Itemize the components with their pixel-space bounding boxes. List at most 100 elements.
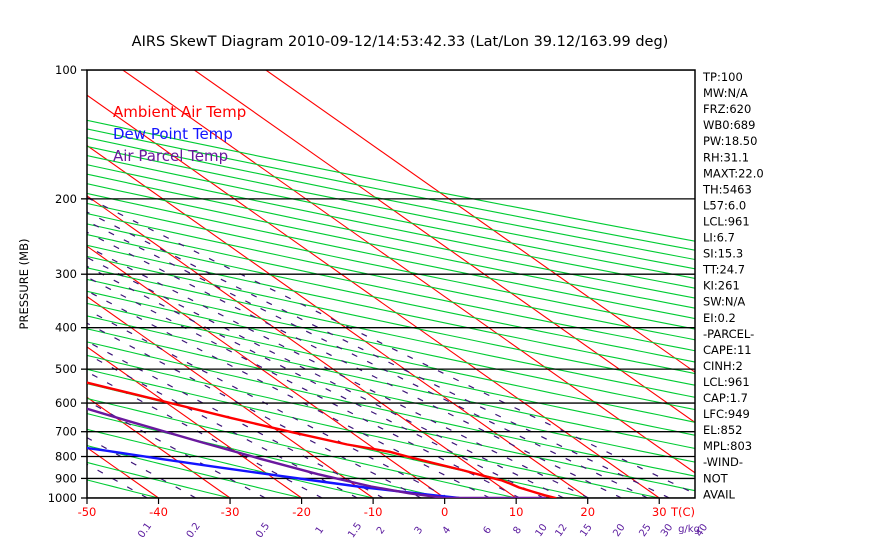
mixing-ratio-tick-label: 10 <box>534 522 550 539</box>
index-value-13: KI:261 <box>703 279 740 293</box>
mixing-ratio-tick-label: 1 <box>314 525 327 537</box>
dry-adiabat-line <box>87 445 302 498</box>
index-value-6: MAXT:22.0 <box>703 166 764 180</box>
isotherm-line <box>0 70 15 498</box>
index-value-2: FRZ:620 <box>703 102 751 116</box>
index-value-5: RH:31.1 <box>703 150 749 164</box>
mixing-ratio-tick-label: 30 <box>659 522 675 539</box>
series-curve-2 <box>87 407 546 498</box>
dry-adiabat-line <box>87 145 695 270</box>
bottom-temp-tick-label: -30 <box>221 505 240 519</box>
mixing-ratio-tick-label: 0.1 <box>136 521 154 540</box>
legend-item-0: Ambient Air Temp <box>113 103 246 121</box>
dry-adiabat-line <box>0 77 16 498</box>
mixing-ratio-line <box>87 211 670 498</box>
mixing-ratio-axis-label: g/kg <box>678 524 700 535</box>
pressure-tick-label: 1000 <box>48 491 77 505</box>
pressure-tick-label: 400 <box>55 321 77 335</box>
bottom-temp-tick-label: 10 <box>509 505 524 519</box>
dry-adiabat-line <box>87 137 695 261</box>
bottom-temp-tick-label: 20 <box>580 505 595 519</box>
chart-title: AIRS SkewT Diagram 2010-09-12/14:53:42.3… <box>132 34 669 50</box>
dry-adiabat-line <box>87 290 695 423</box>
pressure-tick-label: 800 <box>55 450 77 464</box>
index-value-24: -WIND- <box>703 455 743 469</box>
dry-adiabat-line <box>87 368 660 498</box>
mixing-ratio-tick-label: 3 <box>413 525 426 537</box>
series-curve-1 <box>87 446 461 498</box>
index-value-22: EL:852 <box>703 423 743 437</box>
index-value-15: EI:0.2 <box>703 311 736 325</box>
isotherm-line <box>87 245 445 498</box>
pressure-tick-label: 100 <box>55 63 77 77</box>
mixing-ratio-tick-label: 15 <box>578 522 594 539</box>
mixing-ratio-line <box>87 371 323 498</box>
dry-adiabat-line <box>87 341 695 477</box>
index-value-10: LI:6.7 <box>703 231 735 245</box>
dry-adiabat-line <box>87 278 695 411</box>
mixing-ratio-line <box>87 245 589 498</box>
mixing-ratio-line <box>87 353 358 498</box>
temp-axis-label: T(C) <box>670 505 695 519</box>
isotherm-line <box>87 195 517 498</box>
index-value-18: CINH:2 <box>703 359 743 373</box>
dry-adiabat-line <box>87 397 517 498</box>
mixing-ratio-tick-label: 0.5 <box>254 521 272 540</box>
dry-adiabat-line <box>87 233 695 363</box>
bottom-temp-tick-label: 30 <box>652 505 667 519</box>
mixing-ratio-tick-label: 25 <box>637 522 653 539</box>
isotherm-line <box>87 346 302 498</box>
index-value-4: PW:18.50 <box>703 134 757 148</box>
mixing-ratio-line <box>87 265 544 498</box>
legend-item-2: Air Parcel Temp <box>113 147 228 165</box>
pressure-tick-label: 200 <box>55 192 77 206</box>
legend-item-1: Dew Point Temp <box>113 125 233 143</box>
mixing-ratio-line <box>87 231 622 498</box>
mixing-ratio-tick-label: 0.2 <box>185 521 203 540</box>
bottom-temp-tick-label: -50 <box>78 505 97 519</box>
bottom-temp-tick-label: 0 <box>441 505 448 519</box>
dry-adiabat-line <box>87 315 695 450</box>
index-value-9: LCL:961 <box>703 214 750 228</box>
dry-adiabat-line <box>87 354 695 492</box>
mixing-ratio-tick-label: 20 <box>611 522 627 539</box>
grid-group <box>0 70 695 498</box>
mixing-ratio-tick-label: 8 <box>511 525 524 537</box>
mixing-ratio-tick-label: 1.5 <box>346 521 364 540</box>
bottom-temp-tick-label: -40 <box>149 505 168 519</box>
index-value-19: LCL:961 <box>703 375 750 389</box>
dry-adiabat-line <box>87 413 445 498</box>
dry-adiabat-line <box>87 302 695 436</box>
mixing-ratio-line <box>87 220 648 498</box>
bottom-temp-tick-label: -20 <box>292 505 311 519</box>
index-value-7: TH:5463 <box>702 182 752 196</box>
index-value-20: CAP:1.7 <box>703 391 748 405</box>
index-value-23: MPL:803 <box>703 439 752 453</box>
dry-adiabat-line <box>87 212 695 341</box>
pressure-axis-label: PRESSURE (MB) <box>17 239 31 330</box>
mixing-ratio-tick-label: 2 <box>375 525 388 537</box>
bottom-temp-tick-label: -10 <box>364 505 383 519</box>
dry-adiabat-line <box>87 183 695 309</box>
index-value-12: TT:24.7 <box>702 263 745 277</box>
pressure-tick-label: 700 <box>55 425 77 439</box>
pressure-tick-label: 600 <box>55 396 77 410</box>
dry-adiabat-line <box>87 173 695 299</box>
pressure-tick-label: 900 <box>55 471 77 485</box>
mixing-ratio-tick-label: 12 <box>553 522 569 539</box>
dry-adiabat-line <box>87 223 695 352</box>
dry-adiabat-line <box>87 267 695 398</box>
mixing-ratio-line <box>87 436 197 498</box>
index-value-3: WB0:689 <box>703 118 755 132</box>
plot-border <box>86 69 696 499</box>
dry-adiabat-line <box>87 192 695 320</box>
index-value-25: NOT <box>703 471 729 485</box>
index-value-8: L57:6.0 <box>703 198 746 212</box>
mixing-ratio-line <box>87 463 148 498</box>
dry-adiabat-line <box>87 128 695 251</box>
index-value-0: TP:100 <box>702 70 743 84</box>
mixing-ratio-tick-label: 4 <box>441 525 454 537</box>
pressure-tick-label: 300 <box>55 267 77 281</box>
